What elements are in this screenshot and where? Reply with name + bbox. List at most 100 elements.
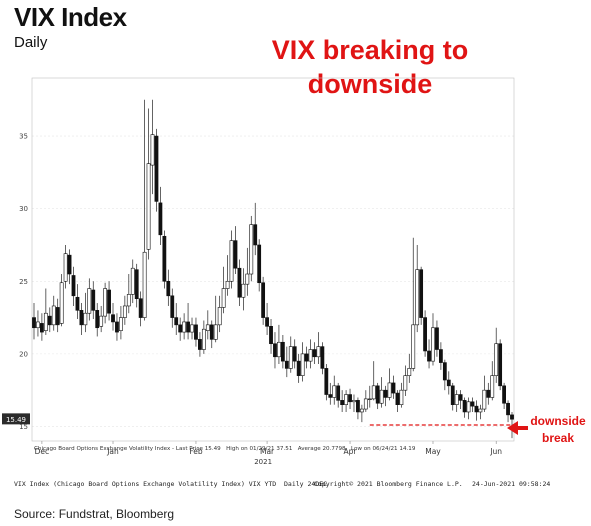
candle-body	[332, 385, 337, 398]
candle-body	[138, 298, 143, 318]
last-price-tag	[2, 413, 30, 425]
x-month-label: Apr	[344, 447, 358, 456]
candle-body	[486, 389, 491, 398]
candle-body	[261, 282, 266, 318]
candle-body	[478, 408, 483, 413]
candle-body	[150, 134, 155, 166]
candle-body	[178, 324, 183, 333]
candle-body	[395, 392, 400, 406]
candle-body	[190, 324, 194, 333]
candle-body	[435, 327, 439, 350]
candle-body	[99, 315, 104, 327]
candle-body	[95, 310, 100, 329]
candle-body	[115, 321, 119, 333]
chart-title: VIX Index	[14, 2, 127, 32]
legend-high: High on 01/29/21 37.51	[226, 446, 293, 452]
headline-line-1: VIX breaking to	[271, 35, 469, 65]
candle-body	[245, 273, 250, 285]
axes: 15 20 25 30 35 Dec Jan Feb Mar Apr May Jun 2021	[19, 77, 515, 466]
candle-body	[205, 324, 210, 331]
legend-series: Chicago Board Options Exchange Volatilit…	[34, 446, 221, 452]
x-month-label: May	[425, 447, 441, 456]
footer-copyright: Copyright© 2021 Bloomberg Finance L.P.	[314, 480, 463, 488]
candle-body	[269, 325, 273, 345]
candle-body	[431, 327, 435, 362]
candle-body	[462, 400, 467, 413]
downside-label-line-1: downside	[530, 414, 586, 428]
candle-body	[304, 353, 309, 362]
x-month-label: Dec	[35, 447, 50, 456]
candle-body	[316, 346, 321, 358]
y-tick-label: 25	[19, 278, 28, 286]
candle-body	[284, 360, 289, 369]
candle-body	[75, 296, 80, 311]
candle-body	[225, 280, 230, 289]
candle-body	[59, 282, 64, 324]
candle-body	[403, 375, 408, 391]
candle-body	[454, 394, 459, 406]
candle-body	[158, 202, 163, 236]
candle-body	[253, 224, 258, 246]
candle-body	[166, 280, 171, 297]
candle-body	[296, 360, 301, 376]
plot-frame	[31, 77, 515, 442]
candle-body	[170, 295, 175, 318]
candle-body	[387, 382, 392, 398]
candle-body	[446, 379, 451, 387]
candle-body	[383, 389, 388, 398]
legend-average: Average 20.7798	[297, 446, 346, 452]
candle-body	[194, 324, 198, 340]
candle-body	[111, 314, 115, 323]
candle-body	[83, 312, 88, 326]
candle-body	[87, 288, 92, 314]
footer-timestamp: 24-Jun-2021 09:58:24	[472, 480, 551, 488]
headline-line-2: downside	[307, 69, 433, 99]
candle-body	[308, 349, 313, 362]
candle-body	[182, 321, 187, 333]
candle-body	[103, 288, 108, 317]
candle-body	[107, 289, 111, 314]
candle-body	[79, 310, 84, 326]
candle-body	[498, 343, 503, 387]
x-month-label: Mar	[260, 447, 275, 456]
candle-body	[482, 389, 487, 410]
candle-body	[36, 321, 40, 329]
candle-body	[438, 349, 443, 363]
candle-body	[506, 402, 510, 416]
candle-body	[213, 324, 218, 340]
candle-body	[336, 385, 341, 401]
candle-body	[198, 339, 202, 350]
candle-body	[419, 269, 424, 318]
downside-label-line-2: break	[541, 431, 575, 445]
candle-body	[134, 269, 139, 300]
candle-body	[423, 317, 427, 352]
candle-body	[328, 394, 333, 398]
candle-body	[241, 283, 246, 298]
candle-body	[474, 405, 479, 413]
candle-body	[63, 253, 68, 282]
candle-body	[162, 235, 167, 282]
candle-body	[490, 375, 495, 398]
candle-body	[201, 328, 206, 350]
candle-body	[502, 385, 506, 404]
candle-body	[363, 398, 368, 410]
candle-body	[470, 401, 475, 407]
candle-body	[122, 305, 127, 318]
candle-body	[391, 382, 396, 394]
candle-body	[130, 267, 135, 295]
overlay: 15.49	[2, 413, 528, 435]
candle-body	[186, 321, 190, 333]
candle-body	[233, 240, 238, 269]
candle-body	[217, 307, 222, 326]
candle-body	[249, 224, 254, 275]
candle-body	[458, 394, 463, 401]
candle-body	[494, 343, 499, 376]
candle-body	[288, 346, 293, 369]
candles	[32, 99, 514, 439]
candle-body	[427, 350, 431, 362]
candle-body	[407, 368, 412, 376]
candle-body	[146, 163, 151, 250]
candle-body	[415, 269, 420, 326]
source-note: Source: Fundstrat, Bloomberg	[14, 507, 175, 521]
candle-body	[142, 251, 147, 318]
